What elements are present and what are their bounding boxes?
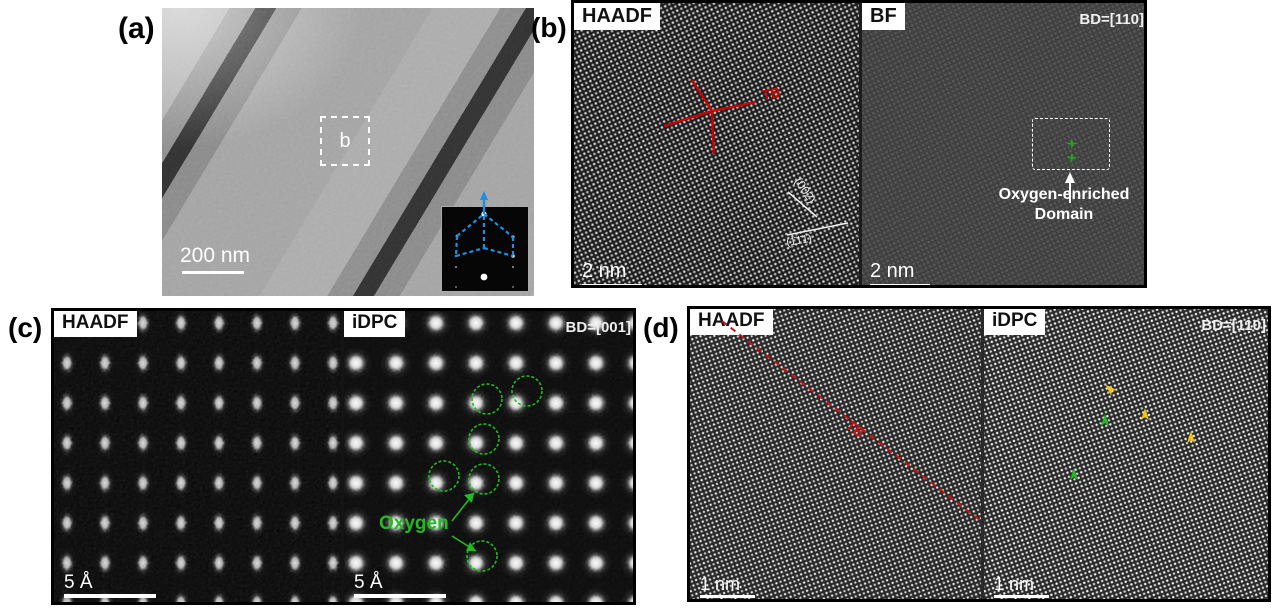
svg-text:TB: TB xyxy=(843,417,868,441)
svg-text:TB: TB xyxy=(761,84,782,103)
svg-text:(002): (002) xyxy=(792,175,819,206)
svg-text:Oxygen: Oxygen xyxy=(379,513,449,534)
